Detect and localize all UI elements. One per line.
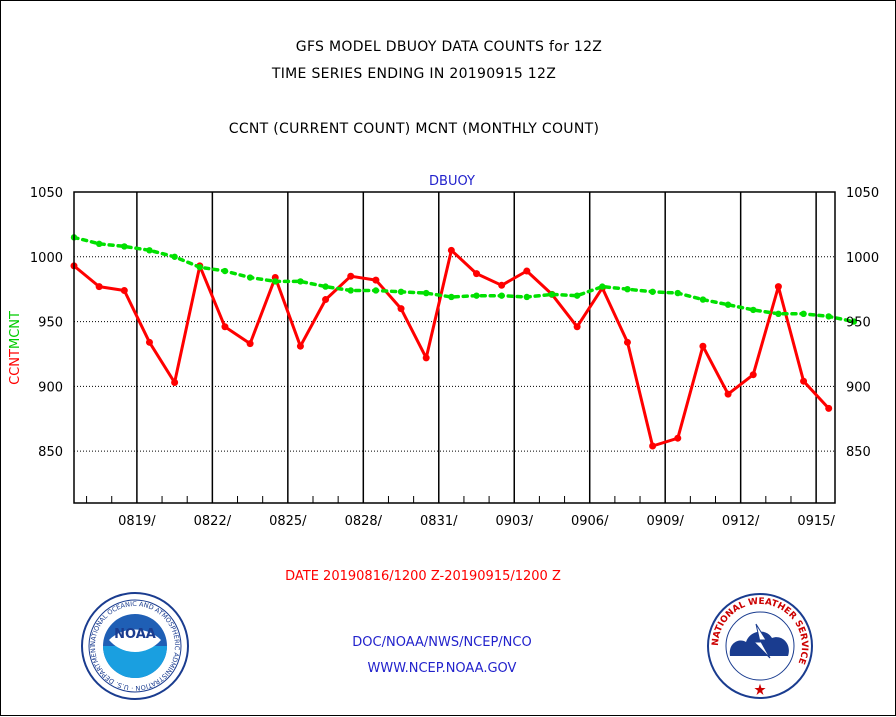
data-point-mcnt	[750, 306, 757, 314]
y-axis-labels: CCNT MCNT	[8, 311, 23, 385]
data-point-ccnt	[800, 377, 808, 385]
data-point-ccnt	[573, 323, 581, 331]
data-point-mcnt	[523, 293, 531, 301]
title-line-2: TIME SERIES ENDING IN 20190915 12Z	[271, 66, 556, 82]
x-tick-label: 0822/	[194, 514, 232, 529]
data-point-mcnt	[397, 288, 405, 295]
data-point-mcnt	[624, 285, 631, 293]
data-point-mcnt	[850, 318, 858, 325]
series-layer	[70, 234, 858, 450]
y-tick-label-right: 1050	[846, 186, 879, 201]
data-point-ccnt	[246, 340, 254, 348]
nws-logo: NATIONAL WEATHER SERVICE	[707, 593, 813, 699]
org-label: DOC/NOAA/NWS/NCEP/NCO	[352, 635, 531, 650]
plot-border	[73, 191, 836, 504]
data-point-mcnt	[146, 247, 153, 254]
noaa-logo-text: NOAA	[114, 627, 156, 642]
data-point-mcnt	[347, 287, 354, 294]
data-point-mcnt	[724, 301, 732, 308]
title-line-1: GFS MODEL DBUOY DATA COUNTS for 12Z	[296, 39, 602, 55]
y-tick-label-right: 900	[846, 380, 871, 395]
data-point-mcnt	[221, 267, 229, 275]
x-tick-label: 0831/	[420, 514, 458, 529]
data-point-mcnt	[422, 289, 430, 297]
data-point-ccnt	[221, 323, 229, 331]
data-point-ccnt	[699, 342, 707, 350]
data-point-ccnt	[649, 442, 657, 450]
data-point-mcnt	[825, 313, 832, 320]
data-point-mcnt	[95, 240, 103, 248]
y-tick-label-left: 900	[38, 380, 63, 395]
data-point-ccnt	[95, 283, 103, 291]
y-axis-label-mcnt: MCNT	[8, 311, 23, 349]
y-tick-label-left: 850	[38, 445, 63, 460]
data-point-ccnt	[749, 371, 757, 379]
url-link[interactable]: WWW.NCEP.NOAA.GOV	[368, 661, 517, 676]
series-line-ccnt	[72, 248, 831, 448]
y-tick-label-left: 1050	[30, 186, 63, 201]
data-point-mcnt	[699, 296, 707, 303]
plot-label: DBUOY	[429, 174, 475, 189]
y-tick-label-left: 1000	[30, 251, 63, 266]
data-point-mcnt	[775, 310, 782, 318]
data-point-mcnt	[196, 263, 203, 271]
noaa-logo: NATIONAL OCEANIC AND ATMOSPHERIC ADMINIS…	[81, 592, 189, 700]
series-line-mcnt	[72, 235, 856, 324]
tick-layer: 850 850 900 900 950 950 1000 1000 1050 1050 0819/0…	[30, 186, 879, 529]
data-point-ccnt	[322, 296, 330, 304]
data-point-ccnt	[498, 281, 506, 289]
x-tick-label: 0912/	[722, 514, 760, 529]
data-point-ccnt	[397, 305, 405, 313]
x-tick-label: 0828/	[345, 514, 383, 529]
data-point-mcnt	[548, 291, 556, 298]
data-point-mcnt	[322, 283, 329, 290]
data-point-mcnt	[448, 293, 455, 301]
data-point-ccnt	[825, 404, 833, 412]
data-point-ccnt	[774, 283, 782, 291]
date-range-label: DATE 20190816/1200 Z-20190915/1200 Z	[285, 569, 561, 584]
data-point-mcnt	[171, 253, 178, 260]
y-tick-label-right: 1000	[846, 251, 879, 266]
y-tick-label-left: 950	[38, 316, 63, 331]
data-point-mcnt	[800, 310, 807, 318]
y-tick-label-right: 850	[846, 445, 871, 460]
x-tick-label: 0903/	[496, 514, 534, 529]
x-tick-label: 0915/	[797, 514, 835, 529]
y-axis-label-ccnt: CCNT	[8, 349, 23, 385]
grid-layer	[74, 192, 835, 503]
data-point-ccnt	[296, 342, 304, 350]
data-point-ccnt	[347, 272, 355, 280]
data-point-ccnt	[623, 338, 631, 346]
data-point-ccnt	[422, 354, 430, 362]
data-point-ccnt	[523, 267, 531, 275]
data-point-ccnt	[372, 276, 380, 284]
data-point-ccnt	[724, 390, 732, 398]
data-point-mcnt	[649, 288, 656, 295]
data-point-mcnt	[372, 287, 380, 294]
data-point-mcnt	[674, 289, 681, 297]
data-point-ccnt	[447, 246, 455, 254]
x-tick-label: 0819/	[118, 514, 156, 529]
data-point-mcnt	[246, 274, 254, 281]
data-point-ccnt	[473, 270, 481, 278]
title-line-3: CCNT (CURRENT COUNT) MCNT (MONTHLY COUNT…	[229, 121, 599, 137]
data-point-mcnt	[121, 243, 128, 250]
data-point-mcnt	[599, 283, 606, 290]
data-point-mcnt	[498, 292, 505, 299]
data-point-ccnt	[171, 378, 179, 386]
data-point-mcnt	[297, 278, 304, 285]
x-tick-label: 0909/	[646, 514, 684, 529]
data-point-ccnt	[674, 434, 682, 442]
y-tick-label-right: 950	[846, 316, 871, 331]
x-tick-label: 0825/	[269, 514, 307, 529]
data-point-ccnt	[120, 286, 128, 294]
data-point-mcnt	[272, 278, 279, 285]
data-point-mcnt	[473, 292, 480, 299]
data-point-mcnt	[573, 292, 581, 299]
data-point-ccnt	[145, 338, 153, 346]
x-tick-label: 0906/	[571, 514, 609, 529]
